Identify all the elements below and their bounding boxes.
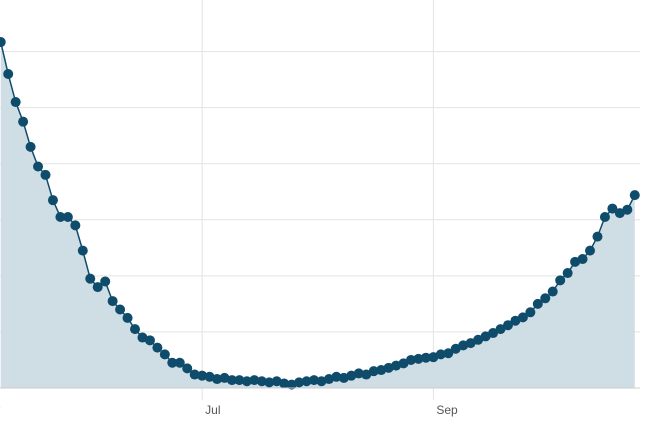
point bbox=[249, 375, 260, 386]
x-tick-label: Sep bbox=[436, 403, 458, 417]
point bbox=[189, 369, 200, 380]
point bbox=[465, 338, 476, 349]
point bbox=[122, 312, 133, 323]
point bbox=[107, 296, 118, 307]
point bbox=[443, 348, 454, 359]
point bbox=[115, 304, 126, 315]
point bbox=[152, 342, 163, 353]
point bbox=[85, 273, 96, 284]
point bbox=[599, 211, 610, 222]
point bbox=[577, 254, 588, 265]
point bbox=[480, 331, 491, 342]
area bbox=[0, 42, 635, 388]
point bbox=[10, 97, 21, 108]
point bbox=[420, 352, 431, 363]
point bbox=[130, 324, 141, 335]
point bbox=[614, 208, 625, 219]
point bbox=[100, 276, 111, 287]
point bbox=[502, 320, 513, 331]
point bbox=[0, 37, 6, 48]
point bbox=[607, 203, 618, 214]
point bbox=[495, 324, 506, 335]
point bbox=[77, 245, 88, 256]
point bbox=[435, 349, 446, 360]
point bbox=[488, 328, 499, 339]
point bbox=[398, 358, 409, 369]
point bbox=[353, 368, 364, 379]
point bbox=[473, 334, 484, 345]
point bbox=[264, 377, 275, 388]
point bbox=[592, 231, 603, 242]
point bbox=[406, 354, 417, 365]
point bbox=[256, 376, 267, 387]
point bbox=[144, 335, 155, 346]
point bbox=[547, 286, 558, 297]
point bbox=[226, 375, 237, 386]
point bbox=[182, 363, 193, 374]
point bbox=[585, 245, 596, 256]
point bbox=[368, 366, 379, 377]
point bbox=[279, 378, 290, 389]
point bbox=[167, 357, 178, 368]
point bbox=[294, 377, 305, 388]
point bbox=[532, 298, 543, 309]
point bbox=[241, 376, 252, 387]
point bbox=[517, 312, 528, 323]
point bbox=[47, 195, 58, 206]
point bbox=[413, 353, 424, 364]
point bbox=[55, 211, 66, 222]
point bbox=[212, 374, 223, 385]
point bbox=[629, 190, 640, 201]
point bbox=[525, 307, 536, 318]
point bbox=[92, 282, 103, 293]
point bbox=[622, 204, 633, 215]
point bbox=[562, 268, 573, 279]
point bbox=[234, 375, 245, 386]
point bbox=[33, 161, 44, 172]
point bbox=[18, 116, 29, 127]
point bbox=[62, 211, 73, 222]
point bbox=[25, 141, 36, 152]
point bbox=[309, 375, 320, 386]
point bbox=[555, 275, 566, 286]
point bbox=[197, 370, 208, 381]
point bbox=[159, 349, 170, 360]
point bbox=[450, 343, 461, 354]
point bbox=[301, 376, 312, 387]
x-tick-label: Jul bbox=[205, 403, 220, 417]
point bbox=[174, 357, 185, 368]
point bbox=[40, 169, 51, 180]
point bbox=[361, 369, 372, 380]
point bbox=[331, 371, 342, 382]
point bbox=[70, 220, 81, 231]
point bbox=[3, 69, 14, 80]
point bbox=[540, 293, 551, 304]
point bbox=[510, 315, 521, 326]
